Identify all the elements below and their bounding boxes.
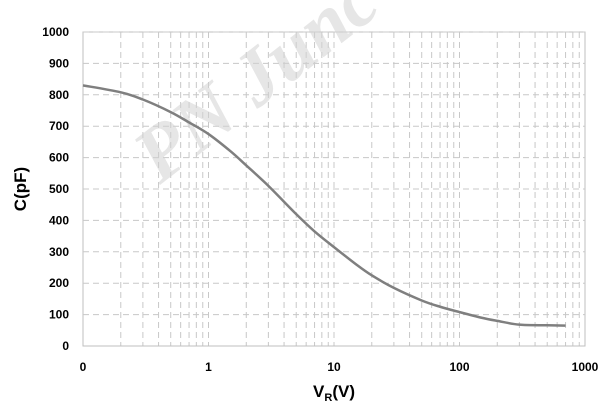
x-axis-title-main: V (313, 382, 325, 401)
y-tick-label: 200 (49, 276, 69, 290)
y-tick-label: 100 (49, 308, 69, 322)
y-tick-label: 1000 (42, 25, 69, 39)
x-tick-label: 100 (449, 360, 469, 374)
x-tick-labels: 0 1 10 100 1000 (80, 360, 599, 374)
y-tick-label: 700 (49, 119, 69, 133)
y-axis-title: C(pF) (11, 167, 30, 211)
y-tick-label: 900 (49, 56, 69, 70)
y-tick-label: 400 (49, 213, 69, 227)
y-tick-label: 600 (49, 151, 69, 165)
series-layer (82, 84, 566, 327)
x-axis-title: VR(V) (313, 382, 355, 401)
y-tick-label: 500 (49, 182, 69, 196)
x-tick-label: 0 (80, 360, 87, 374)
x-tick-label: 10 (327, 360, 341, 374)
y-tick-label: 800 (49, 88, 69, 102)
y-tick-label: 300 (49, 245, 69, 259)
x-axis-title-subscript: R (324, 392, 332, 401)
x-tick-label: 1 (205, 360, 212, 374)
y-tick-label: 0 (62, 339, 69, 353)
y-tick-labels: 0 100 200 300 400 500 600 700 800 900 1000 (42, 25, 69, 353)
capacitance-curve (82, 84, 566, 327)
grid-lines (83, 31, 585, 347)
x-tick-label: 1000 (572, 360, 599, 374)
x-axis-title-unit: (V) (332, 382, 355, 401)
